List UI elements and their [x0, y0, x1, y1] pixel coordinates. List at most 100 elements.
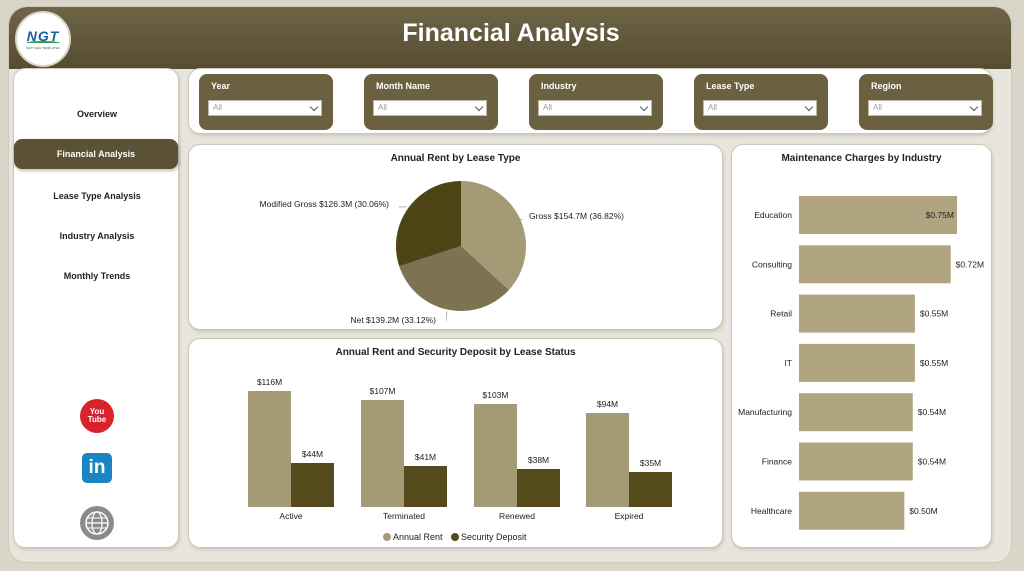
- x-tick-label: Renewed: [499, 511, 535, 521]
- lease-status-chart-panel: Annual Rent and Security Deposit by Leas…: [188, 338, 723, 548]
- industry-bar: [799, 343, 915, 382]
- pie-slice-modified-gross: [395, 181, 461, 267]
- bar-value-label: $35M: [640, 458, 661, 468]
- filter-bar: Year All Month Name All Industry All Lea…: [188, 68, 993, 134]
- pie-leader-line: [518, 218, 523, 221]
- logo: NGT NEXT GEN TEMPLATES: [15, 11, 71, 67]
- filter-year: Year All: [199, 74, 333, 130]
- chevron-down-icon: [639, 102, 649, 112]
- bar-security-deposit: [291, 463, 334, 507]
- nav-item-industry-analysis[interactable]: Industry Analysis: [59, 231, 135, 241]
- filter-lease-type-value: All: [708, 103, 717, 112]
- legend-label: Security Deposit: [461, 532, 527, 542]
- nav-item-monthly-trends[interactable]: Monthly Trends: [63, 271, 131, 281]
- pie-chart-title: Annual Rent by Lease Type: [390, 153, 521, 164]
- industry-bar: [799, 245, 951, 284]
- chevron-down-icon: [309, 102, 319, 112]
- chevron-down-icon: [474, 102, 484, 112]
- filter-year-label: Year: [211, 81, 231, 91]
- filter-industry-dropdown[interactable]: All: [538, 100, 652, 116]
- filter-year-dropdown[interactable]: All: [208, 100, 322, 116]
- y-category-label: Manufacturing: [738, 407, 792, 417]
- y-category-label: Healthcare: [751, 506, 792, 516]
- nav-item-lease-type-analysis[interactable]: Lease Type Analysis: [53, 191, 141, 201]
- bar-annual-rent: [586, 413, 629, 507]
- logo-mark: NGT: [26, 28, 60, 44]
- youtube-label: You Tube: [87, 407, 107, 424]
- lease-status-chart: $116M $44M Active $107M $41M Terminated $103M $…: [248, 377, 672, 542]
- bar-value-label: $0.75M: [926, 210, 954, 220]
- industry-chart-title: Maintenance Charges by Industry: [781, 153, 942, 164]
- y-category-label: IT: [784, 358, 792, 368]
- legend-swatch: [383, 533, 391, 541]
- filter-month-name: Month Name All: [364, 74, 498, 130]
- x-tick-label: Active: [279, 511, 302, 521]
- logo-subtext: NEXT GEN TEMPLATES: [26, 46, 60, 50]
- bar-value-label: $94M: [597, 399, 618, 409]
- lease-status-chart-title: Annual Rent and Security Deposit by Leas…: [335, 347, 576, 358]
- filter-month-name-label: Month Name: [376, 81, 430, 91]
- bar-security-deposit: [404, 466, 447, 507]
- filter-industry-label: Industry: [541, 81, 577, 91]
- industry-bar: [799, 294, 915, 333]
- filter-lease-type-label: Lease Type: [706, 81, 755, 91]
- bar-security-deposit: [517, 469, 560, 507]
- filter-industry: Industry All: [529, 74, 663, 130]
- bar-value-label: $0.55M: [920, 309, 948, 319]
- industry-bar: [799, 393, 913, 432]
- nav-item-overview[interactable]: Overview: [76, 109, 118, 119]
- globe-glyph: [85, 511, 109, 535]
- industry-bar: [799, 491, 905, 530]
- pie-chart: Gross $154.7M (36.82%) Net $139.2M (33.12…: [260, 181, 624, 325]
- x-tick-label: Terminated: [383, 511, 425, 521]
- bar-annual-rent: [248, 391, 291, 507]
- bar-annual-rent: [361, 400, 404, 507]
- filter-industry-value: All: [543, 103, 552, 112]
- filter-lease-type-dropdown[interactable]: All: [703, 100, 817, 116]
- linkedin-icon[interactable]: in: [82, 453, 112, 483]
- pie-label: Modified Gross $126.3M (30.06%): [260, 199, 390, 209]
- nav-item-financial-analysis[interactable]: Financial Analysis: [14, 139, 178, 169]
- y-category-label: Consulting: [752, 259, 792, 269]
- filter-region-label: Region: [871, 81, 902, 91]
- pie-chart-panel: Annual Rent by Lease Type Gross $154.7M …: [188, 144, 723, 330]
- legend-swatch: [451, 533, 459, 541]
- bar-value-label: $0.54M: [918, 407, 946, 417]
- chevron-down-icon: [804, 102, 814, 112]
- bar-value-label: $0.50M: [909, 506, 937, 516]
- pie-slice-gross: [461, 181, 526, 290]
- y-category-label: Finance: [762, 457, 793, 467]
- industry-bar: [799, 196, 957, 234]
- bar-value-label: $116M: [257, 377, 282, 387]
- industry-chart-panel: Maintenance Charges by Industry Educatio…: [731, 144, 992, 548]
- filter-year-value: All: [213, 103, 222, 112]
- bar-value-label: $41M: [415, 452, 436, 462]
- youtube-icon[interactable]: You Tube: [80, 399, 114, 433]
- legend-label: Annual Rent: [393, 532, 443, 542]
- logo-swoosh: [26, 41, 60, 45]
- filter-region-dropdown[interactable]: All: [868, 100, 982, 116]
- filter-lease-type: Lease Type All: [694, 74, 828, 130]
- pie-slice-net: [399, 246, 509, 311]
- chevron-down-icon: [969, 102, 979, 112]
- bar-annual-rent: [474, 404, 517, 507]
- bar-value-label: $38M: [528, 455, 549, 465]
- linkedin-label: in: [88, 457, 106, 478]
- filter-region-value: All: [873, 103, 882, 112]
- bar-value-label: $0.72M: [956, 259, 984, 269]
- pie-leader-line: [445, 311, 448, 322]
- pie-label: Net $139.2M (33.12%): [350, 315, 436, 325]
- page-title: Financial Analysis: [402, 19, 620, 47]
- bar-value-label: $107M: [370, 386, 396, 396]
- globe-icon[interactable]: [80, 506, 114, 540]
- filter-region: Region All: [859, 74, 993, 130]
- y-category-label: Retail: [770, 309, 792, 319]
- x-tick-label: Expired: [615, 511, 644, 521]
- filter-month-name-dropdown[interactable]: All: [373, 100, 487, 116]
- pie-label: Gross $154.7M (36.82%): [529, 211, 624, 221]
- header-bar: NGT NEXT GEN TEMPLATES Financial Analysi…: [9, 7, 1011, 69]
- sidebar: Overview Financial Analysis Lease Type A…: [13, 68, 179, 548]
- bar-value-label: $0.55M: [920, 358, 948, 368]
- industry-bar: [799, 442, 913, 481]
- bar-value-label: $103M: [483, 390, 509, 400]
